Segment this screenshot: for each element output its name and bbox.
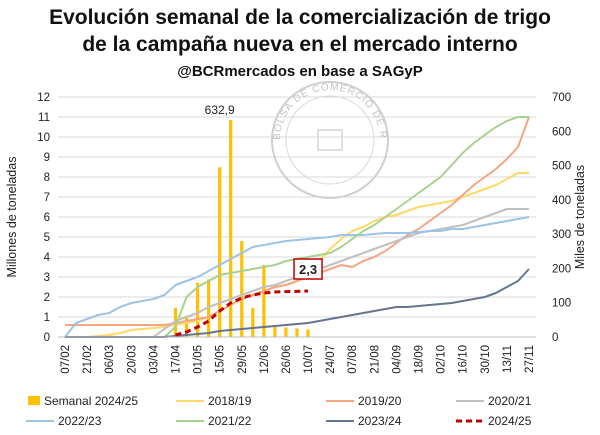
annotation-box (293, 258, 323, 280)
y-right-tick-label: 300 (552, 229, 571, 241)
x-tick-label: 17/04 (170, 344, 182, 373)
legend-label: 2023/24 (358, 414, 402, 428)
y-right-tick-label: 200 (552, 263, 571, 275)
y-left-tick-label: 6 (44, 212, 50, 224)
legend-label: Semanal 2024/25 (44, 394, 138, 408)
y-left-tick-label: 10 (37, 132, 50, 144)
x-tick-label: 18/09 (414, 345, 426, 374)
y-left-tick-label: 2 (44, 292, 50, 304)
bar-semanal (229, 120, 233, 338)
watermark-seal-outer (271, 81, 389, 199)
y-left-axis-label: Millones de toneladas (5, 157, 19, 278)
x-tick-label: 15/05 (215, 345, 227, 374)
x-tick-label: 12/06 (259, 345, 271, 374)
chart-subtitle: @BCRmercados en base a SAGyP (177, 63, 423, 80)
bar-semanal (273, 326, 277, 337)
series-line-2024-25 (175, 289, 309, 337)
x-tick-label: 27/11 (524, 345, 536, 373)
annotation-last-value-label: 2,3 (299, 262, 317, 277)
annotation-peak-label: 632,9 (205, 103, 235, 117)
legend-label: 2022/23 (58, 414, 102, 428)
x-tick-label: 24/07 (325, 345, 337, 374)
chart-title-line1: Evolución semanal de la comercialización… (49, 6, 551, 29)
bar-semanal (218, 167, 222, 337)
y-right-axis-label: Miles de toneladas (573, 165, 587, 269)
x-tick-label: 21/02 (82, 345, 94, 374)
series-line-2022-23 (64, 216, 530, 338)
legend-label: 2024/25 (488, 414, 532, 428)
x-tick-label: 20/03 (126, 345, 138, 374)
x-tick-label: 16/10 (458, 345, 470, 374)
legend-label: 2019/20 (358, 394, 402, 408)
y-left-tick-label: 7 (44, 192, 50, 204)
bar-semanal (184, 315, 189, 337)
bar-semanal (295, 328, 299, 337)
bar-semanal (207, 279, 211, 337)
y-left-tick-label: 0 (44, 332, 50, 344)
x-tick-label: 07/02 (60, 345, 72, 374)
y-right-tick-label: 500 (552, 161, 571, 173)
bar-semanal (284, 327, 288, 337)
y-left-tick-label: 5 (44, 232, 50, 244)
x-tick-label: 21/08 (369, 345, 381, 374)
x-tick-label: 29/05 (237, 345, 249, 374)
x-tick-label: 07/08 (347, 345, 359, 374)
bar-semanal (195, 282, 200, 337)
watermark-seal-emblem (317, 129, 343, 151)
legend-swatch-bar (28, 396, 40, 405)
y-left-tick-label: 3 (44, 272, 50, 284)
y-right-tick-label: 100 (552, 298, 571, 310)
bar-semanal (240, 241, 244, 337)
series-line-2021-22 (65, 116, 529, 338)
y-left-tick-label: 8 (44, 172, 50, 184)
x-tick-label: 06/03 (104, 345, 116, 374)
legend-label: 2020/21 (488, 394, 532, 408)
y-left-tick-label: 1 (44, 312, 50, 324)
x-tick-label: 10/07 (303, 345, 315, 374)
bar-semanal (306, 329, 310, 337)
chart-title-line2: de la campaña nueva en el mercado intern… (82, 33, 518, 56)
legend-label: 2018/19 (208, 394, 252, 408)
x-tick-label: 03/04 (148, 344, 160, 373)
x-tick-label: 26/06 (281, 345, 293, 374)
x-tick-label: 30/10 (480, 345, 492, 374)
watermark-seal-inner (285, 95, 375, 185)
y-right-tick-label: 700 (552, 92, 571, 104)
y-left-tick-label: 9 (44, 152, 50, 164)
bar-semanal (262, 265, 266, 337)
y-left-tick-label: 4 (44, 252, 51, 264)
y-right-tick-label: 0 (552, 332, 558, 344)
bar-semanal (251, 307, 255, 337)
y-left-tick-label: 11 (38, 112, 50, 124)
y-right-tick-label: 600 (552, 126, 571, 138)
y-right-tick-label: 400 (552, 195, 571, 207)
x-tick-label: 02/10 (436, 345, 448, 374)
legend-label: 2021/22 (208, 414, 252, 428)
x-tick-label: 01/05 (193, 345, 205, 374)
watermark-seal-text: BOLSA DE COMERCIO DE ROSARIO (0, 0, 388, 140)
series-line-2019-20 (65, 116, 530, 326)
x-tick-label: 04/09 (391, 345, 403, 374)
y-left-tick-label: 12 (37, 92, 50, 104)
x-tick-label: 13/11 (502, 345, 514, 373)
